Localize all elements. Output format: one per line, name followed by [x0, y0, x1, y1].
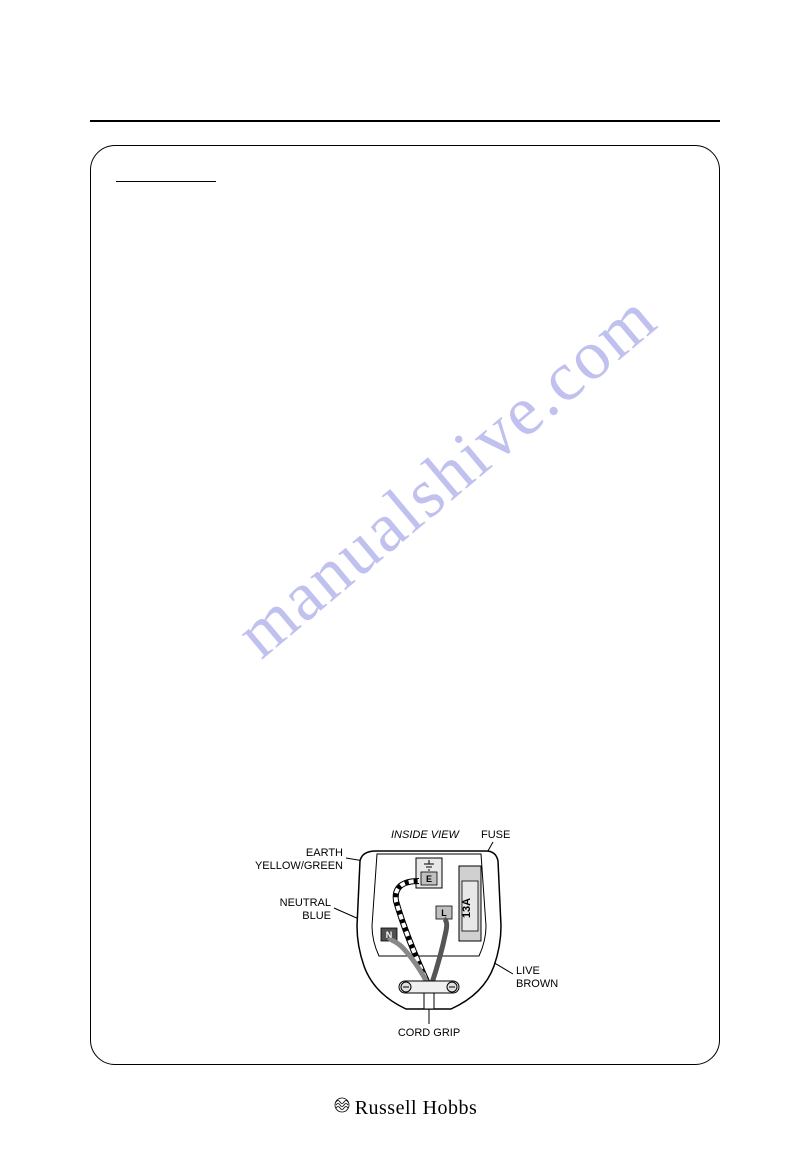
top-rule	[90, 120, 720, 122]
brand-icon	[333, 1096, 351, 1120]
label-cord-grip: CORD GRIP	[398, 1027, 460, 1039]
fuse-rating-text: 13A	[461, 898, 473, 918]
plug-wiring-diagram: INSIDE VIEW FUSE EARTH YELLOW/GREEN NEUT…	[231, 826, 591, 1051]
label-live-2: BROWN	[516, 978, 558, 990]
content-box: manualshive.com INSIDE VIEW FUSE EARTH Y…	[90, 145, 720, 1065]
label-earth-1: EARTH	[306, 847, 343, 859]
label-inside-view: INSIDE VIEW	[391, 829, 460, 841]
label-neutral-1: NEUTRAL	[280, 897, 331, 909]
label-earth-2: YELLOW/GREEN	[255, 860, 343, 872]
brand-name: Russell Hobbs	[355, 1097, 478, 1119]
label-neutral-2: BLUE	[302, 910, 331, 922]
watermark-text: manualshive.com	[221, 278, 672, 675]
terminal-e-label: E	[426, 874, 432, 884]
label-live-1: LIVE	[516, 965, 540, 977]
label-fuse: FUSE	[481, 829, 510, 841]
cord-exit	[424, 993, 434, 1009]
terminal-l-label: L	[441, 908, 447, 918]
heading-underline	[116, 181, 216, 182]
brand-footer: Russell Hobbs	[0, 1096, 810, 1120]
